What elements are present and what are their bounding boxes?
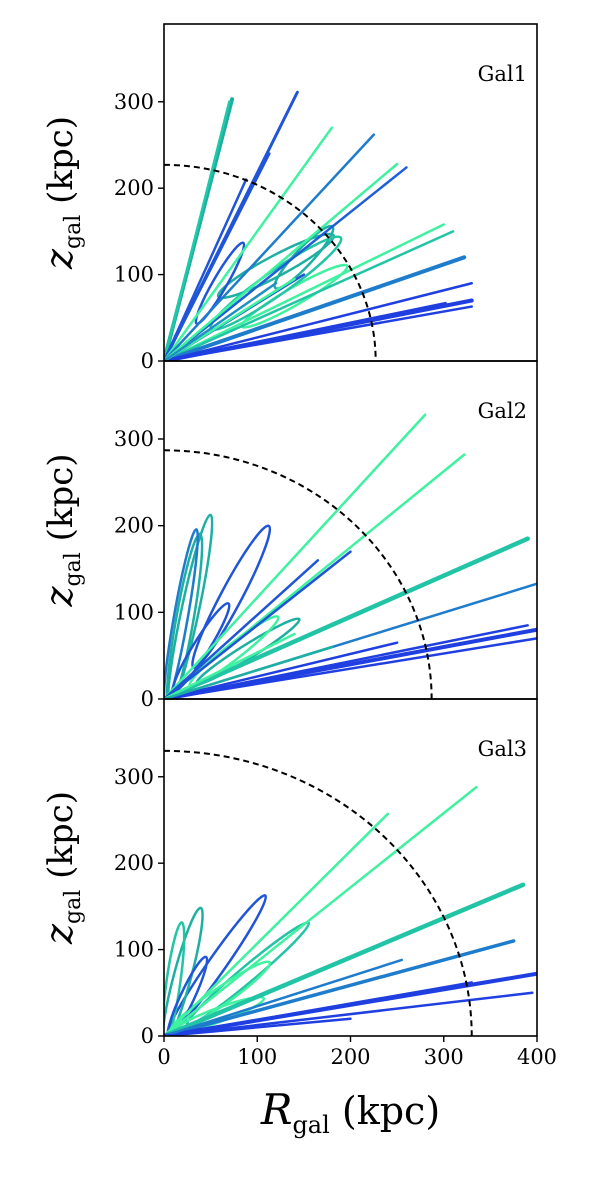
y-tick-label: 200 (114, 851, 154, 875)
orbit-line (164, 133, 376, 361)
x-tick-label: 0 (157, 1045, 170, 1069)
panel-1-plot-area (164, 90, 474, 361)
x-axis-label: Rgal (kpc) (260, 1085, 440, 1139)
orbit-line (164, 126, 334, 361)
panel-3-plot-area (164, 749, 537, 1036)
orbit-line (164, 958, 404, 1036)
y-tick-label: 300 (114, 765, 154, 789)
orbit-line (164, 991, 534, 1036)
x-tick-label: 100 (237, 1045, 277, 1069)
y-tick-label: 300 (114, 427, 154, 451)
orbit-line (164, 178, 248, 361)
panel-2-plot-area (164, 413, 537, 699)
virial-radius-arc (164, 749, 473, 1036)
y-tick-label: 0 (141, 349, 154, 373)
orbit-line (164, 637, 537, 699)
orbit-loop (164, 921, 186, 1036)
virial-radius-arc (164, 449, 433, 699)
y-axis-label: zgal (kpc) (37, 453, 86, 607)
orbit-line (164, 255, 467, 361)
orbit-loop (216, 232, 335, 300)
orbit-line (164, 939, 516, 1036)
y-axis-label: zgal (kpc) (37, 791, 86, 945)
orbit-line (164, 281, 473, 361)
panel-label: Gal3 (478, 737, 527, 761)
orbit-loop (194, 241, 246, 326)
orbit-line (164, 981, 473, 1036)
orbit-line (164, 100, 231, 361)
y-axis-label: zgal (kpc) (37, 116, 86, 270)
orbit-line (164, 812, 390, 1036)
orbit-line (164, 536, 530, 699)
orbit-line (164, 413, 427, 699)
orbit-line (164, 166, 408, 361)
orbit-line (164, 785, 478, 1036)
orbit-line (164, 152, 271, 361)
x-tick-label: 300 (424, 1045, 464, 1069)
orbit-line (164, 632, 296, 699)
orbit-line (164, 641, 399, 699)
y-tick-label: 200 (114, 176, 154, 200)
orbit-line (164, 230, 455, 361)
panel-label: Gal2 (478, 399, 527, 423)
y-tick-label: 300 (114, 90, 154, 114)
x-tick-label: 200 (330, 1045, 370, 1069)
orbit-loop (166, 955, 209, 1036)
orbit-loop (164, 906, 204, 1036)
orbit-line (164, 559, 320, 699)
orbit-line (164, 281, 278, 361)
orbit-line (164, 1017, 352, 1036)
orbit-loop (164, 528, 200, 699)
orbit-line (164, 882, 526, 1036)
orbit-line (164, 305, 473, 361)
orbit-loop (166, 513, 214, 699)
y-tick-label: 0 (141, 687, 154, 711)
y-tick-label: 0 (141, 1024, 154, 1048)
panel-label: Gal1 (478, 62, 527, 86)
x-tick-label: 400 (517, 1045, 557, 1069)
orbit-line (164, 223, 445, 361)
y-tick-label: 100 (114, 263, 154, 287)
y-tick-label: 200 (114, 514, 154, 538)
orbit-line (164, 627, 537, 699)
y-tick-label: 100 (114, 938, 154, 962)
orbit-line (164, 645, 334, 699)
orbit-line (164, 162, 399, 361)
y-tick-label: 100 (114, 600, 154, 624)
orbit-line (164, 550, 352, 699)
virial-radius-arc (164, 163, 377, 361)
